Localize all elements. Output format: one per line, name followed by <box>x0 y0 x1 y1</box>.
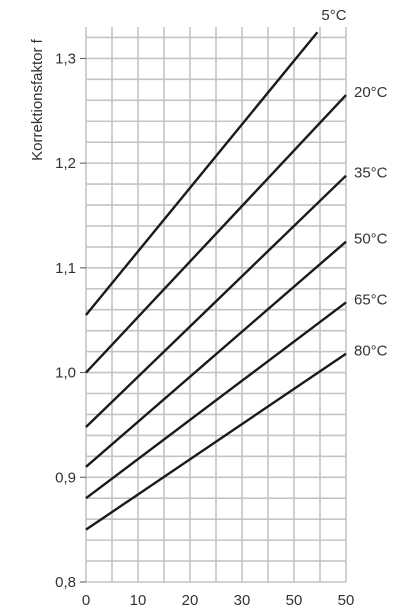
series-lines: 5°C 20°C 35°C 50°C 65°C 80°C <box>85 7 388 531</box>
tick-labels: 0,8 0,9 1,0 1,1 1,2 1,3 0 10 20 30 50 50 <box>55 50 354 609</box>
x-tick-label: 50 <box>338 592 355 609</box>
x-tick-label: 0 <box>82 592 90 609</box>
grid <box>85 27 347 583</box>
x-tick-label: 50 <box>286 592 303 609</box>
series-line <box>85 174 347 428</box>
series-label: 65°C <box>354 291 388 308</box>
series-line <box>85 352 347 531</box>
x-tick-label: 10 <box>130 592 147 609</box>
y-tick-label: 1,0 <box>55 365 76 382</box>
series-line <box>85 94 347 374</box>
y-tick-label: 0,9 <box>55 469 76 486</box>
series-label: 50°C <box>354 231 388 248</box>
series-line <box>85 301 347 500</box>
series-label: 20°C <box>354 84 388 101</box>
y-tick-label: 1,3 <box>55 50 76 67</box>
x-tick-label: 30 <box>234 592 251 609</box>
series-label: 35°C <box>354 165 388 182</box>
series-line <box>85 240 347 468</box>
y-tick-label: 0,8 <box>55 574 76 591</box>
y-tick-label: 1,1 <box>55 260 76 277</box>
series-line <box>85 31 319 316</box>
x-tick-label: 20 <box>182 592 199 609</box>
series-label: 80°C <box>354 343 388 360</box>
series-label: 5°C <box>321 7 346 24</box>
y-axis-title: Korrektionsfaktor f <box>29 38 46 161</box>
y-tick-label: 1,2 <box>55 155 76 172</box>
